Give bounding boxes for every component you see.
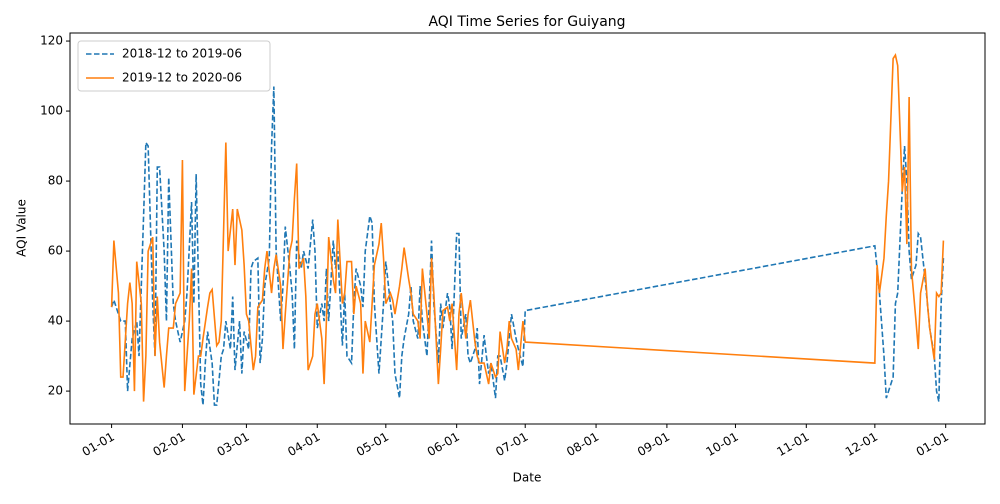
y-tick-label: 20 <box>48 384 63 398</box>
plot-frame <box>69 32 986 425</box>
data-line <box>110 86 945 406</box>
legend: 2018-12 to 2019-06 2019-12 to 2020-06 <box>77 40 271 92</box>
y-tick-label: 40 <box>48 314 63 328</box>
y-axis-label: AQI Value <box>15 199 29 257</box>
y-tick-label: 80 <box>48 174 63 188</box>
legend-box <box>77 40 271 92</box>
y-tick-label: 100 <box>40 104 63 118</box>
y-tick-label: 120 <box>40 34 63 48</box>
legend-label: 2018-12 to 2019-06 <box>122 47 242 61</box>
legend-label: 2019-12 to 2020-06 <box>122 71 242 85</box>
data-line <box>110 53 945 402</box>
chart-title: AQI Time Series for Guiyang <box>428 14 625 30</box>
y-tick-label: 60 <box>48 244 63 258</box>
x-axis-label: Date <box>513 471 542 485</box>
